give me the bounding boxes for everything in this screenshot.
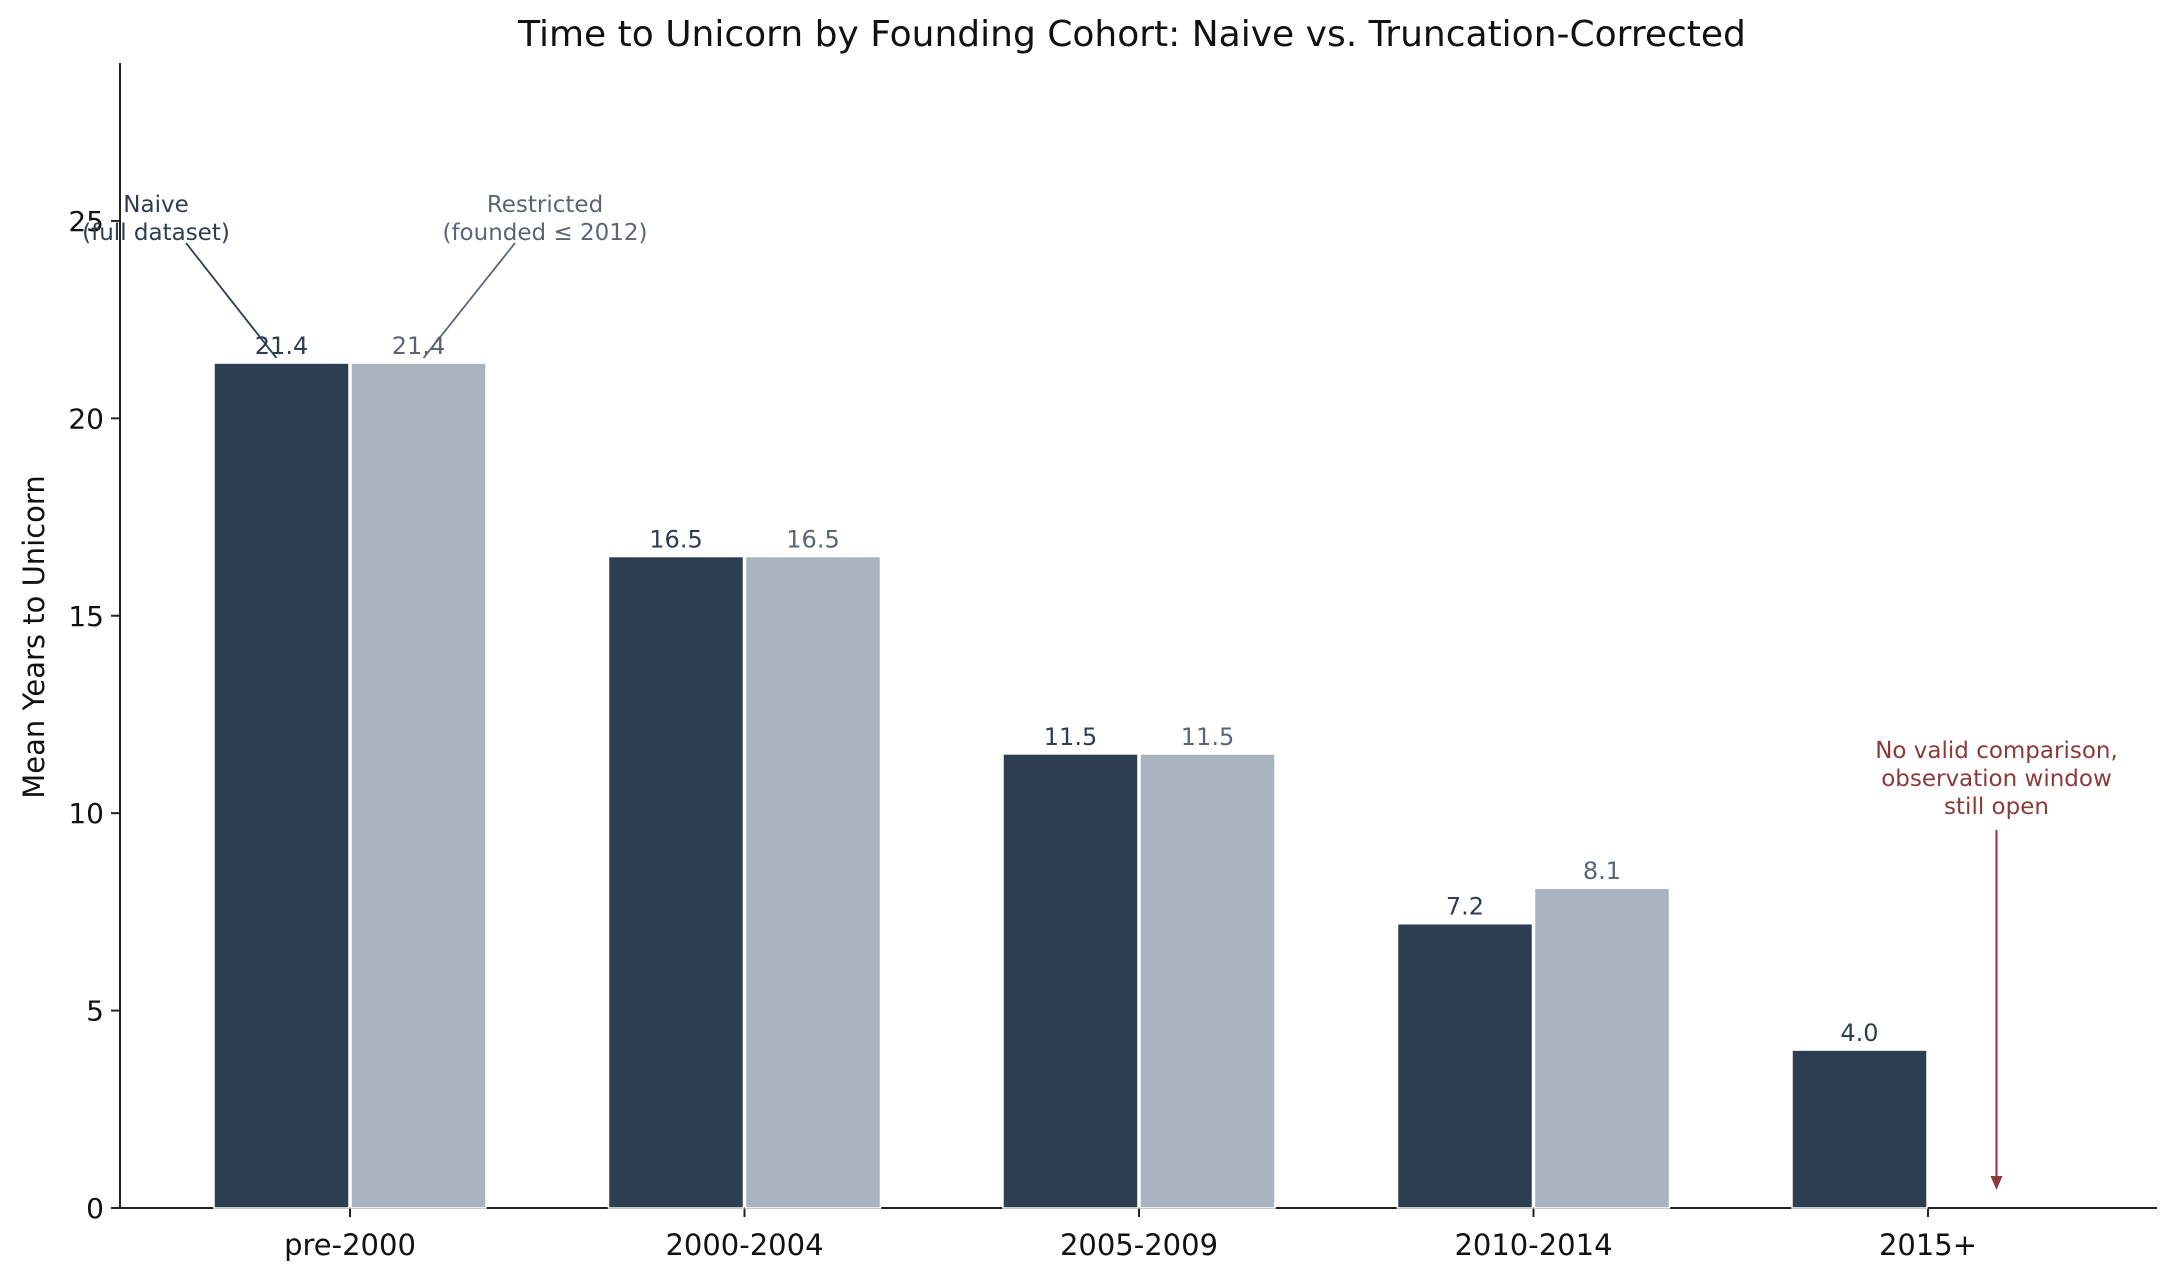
annotation-restricted-text: (founded ≤ 2012)	[442, 220, 647, 246]
bars	[213, 362, 1928, 1209]
bar-value-label: 11.5	[1044, 723, 1097, 751]
bar-value-label: 8.1	[1583, 857, 1621, 885]
bar-value-label: 11.5	[1181, 723, 1234, 751]
bar-naive	[1002, 753, 1139, 1209]
bar-naive	[1791, 1049, 1928, 1209]
x-tick-label: 2000-2004	[665, 1228, 823, 1262]
chart-title: Time to Unicorn by Founding Cohort: Naiv…	[517, 14, 1746, 55]
annotation-naive-text: Naive	[123, 192, 188, 218]
bar-value-label: 16.5	[786, 526, 839, 554]
bar-value-label: 21.4	[392, 332, 445, 360]
annotation-no-comparison-text: observation window	[1881, 766, 2112, 792]
bar-value-label: 7.2	[1446, 893, 1484, 921]
bar-restricted	[350, 362, 487, 1209]
bar-value-label: 21.4	[255, 332, 308, 360]
y-tick-label: 10	[68, 797, 104, 830]
x-tick-label: 2015+	[1879, 1228, 1977, 1262]
annotation-arrowhead-no-comparison	[1990, 1176, 2003, 1190]
annotation-no-comparison-text: still open	[1944, 794, 2049, 820]
bar-value-labels: 21.4 16.5 11.5 7.2 4.0 21.4 16.5 11.5 8.1	[255, 332, 1879, 1047]
bar-value-label: 16.5	[649, 526, 702, 554]
annotation-arrow-restricted	[422, 242, 516, 359]
bar-restricted	[1139, 753, 1276, 1209]
bar-naive	[213, 362, 350, 1209]
y-tick-label: 15	[68, 600, 104, 633]
annotation-restricted-text: Restricted	[487, 192, 603, 218]
x-tick-label: 2005-2009	[1060, 1228, 1218, 1262]
y-tick-label: 5	[86, 995, 104, 1028]
annotation-no-comparison-text: No valid comparison,	[1875, 738, 2118, 764]
x-tick-label: pre-2000	[284, 1228, 416, 1262]
bar-restricted	[1533, 887, 1671, 1209]
y-tick-label: 20	[68, 402, 104, 435]
bar-naive	[607, 555, 745, 1209]
x-tick-label: 2010-2014	[1454, 1228, 1612, 1262]
annotation-naive-text: (full dataset)	[82, 220, 230, 246]
bar-naive	[1396, 922, 1534, 1209]
annotation-arrow-naive	[185, 242, 278, 359]
y-ticks: 0 5 10 15 20 25	[68, 205, 120, 1225]
bar-restricted	[744, 555, 882, 1209]
x-ticks: pre-2000 2000-2004 2005-2009 2010-2014 2015+	[284, 1208, 1977, 1262]
y-tick-label: 0	[86, 1192, 104, 1225]
y-axis-label: Mean Years to Unicorn	[17, 475, 51, 798]
bar-value-label: 4.0	[1840, 1019, 1878, 1047]
y-tick-label: 25	[68, 205, 104, 238]
annotations: Naive(full dataset) Restricted(founded ≤ …	[82, 192, 2118, 1190]
